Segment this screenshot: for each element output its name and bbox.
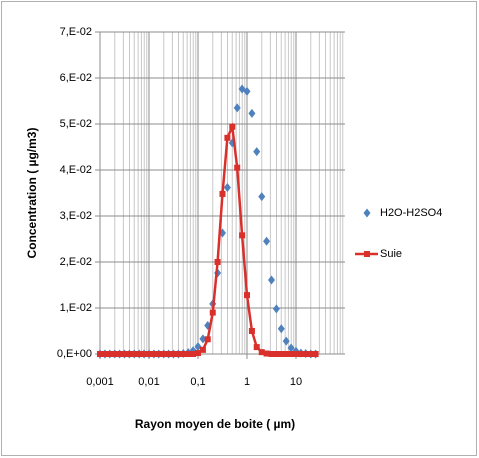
y-tick-label: 7,E-02: [60, 26, 92, 38]
square-marker: [146, 351, 152, 357]
y-tick-label: 5,E-02: [60, 118, 92, 130]
x-axis-title: Rayon moyen de boite ( µm): [135, 417, 295, 431]
diamond-marker: [253, 147, 261, 157]
y-tick-label: 2,E-02: [60, 256, 92, 268]
legend-label: Suie: [380, 248, 402, 260]
square-marker: [307, 351, 314, 357]
square-marker: [165, 351, 172, 357]
square-marker: [248, 328, 255, 334]
square-marker: [131, 351, 138, 357]
y-tick-label: 3,E-02: [60, 210, 92, 222]
square-marker: [180, 351, 187, 357]
square-marker: [170, 351, 177, 357]
square-marker: [273, 351, 280, 357]
square-marker: [175, 351, 182, 357]
square-marker: [278, 351, 285, 357]
square-marker: [141, 351, 148, 357]
square-marker: [244, 292, 250, 299]
square-marker: [195, 350, 201, 357]
y-tick-label: 0,E+00: [57, 348, 92, 360]
square-marker: [312, 351, 319, 357]
square-marker: [293, 351, 299, 357]
diamond-marker: [267, 275, 275, 285]
x-tick-label: 0,01: [138, 376, 159, 388]
square-marker: [302, 351, 309, 357]
diamond-marker: [194, 342, 202, 352]
y-tick-label: 6,E-02: [60, 72, 92, 84]
square-marker: [190, 351, 197, 357]
square-marker: [258, 349, 265, 356]
square-marker: [136, 351, 143, 357]
diamond-marker: [223, 182, 231, 192]
square-marker: [229, 123, 236, 130]
x-tick-label: 1: [244, 376, 250, 388]
square-marker: [101, 351, 108, 357]
diamond-marker: [243, 86, 251, 96]
square-marker: [185, 351, 192, 357]
square-marker: [214, 259, 221, 265]
diamond-marker: [233, 103, 241, 113]
square-marker: [209, 309, 216, 316]
x-tick-label: 0,001: [86, 376, 114, 388]
diamond-marker: [277, 324, 285, 334]
square-marker: [97, 351, 103, 357]
square-marker: [204, 336, 211, 343]
diamond-marker: [363, 208, 371, 218]
y-tick-label: 4,E-02: [60, 164, 92, 176]
square-marker: [219, 190, 226, 197]
square-marker: [111, 351, 118, 357]
diamond-marker: [263, 236, 271, 246]
square-marker: [239, 232, 246, 239]
square-marker: [288, 351, 295, 357]
x-tick-label: 10: [290, 376, 302, 388]
square-marker: [283, 351, 290, 357]
legend-label: H2O-H2SO4: [380, 207, 442, 219]
square-marker: [160, 351, 167, 357]
square-marker: [150, 351, 157, 357]
square-marker: [116, 351, 123, 357]
diamond-marker: [272, 304, 280, 314]
square-marker: [253, 344, 260, 351]
square-marker: [297, 351, 304, 357]
square-marker: [106, 351, 113, 357]
diamond-marker: [199, 334, 207, 344]
diamond-marker: [258, 192, 266, 202]
square-marker: [224, 134, 231, 141]
square-marker: [263, 350, 270, 357]
square-marker: [155, 351, 162, 357]
diamond-marker: [248, 108, 256, 118]
x-tick-label: 0,1: [190, 376, 205, 388]
diamond-marker: [287, 343, 295, 353]
square-marker: [199, 346, 206, 353]
square-marker: [126, 351, 133, 357]
square-marker: [268, 351, 275, 357]
square-marker: [364, 251, 370, 257]
y-tick-label: 1,E-02: [60, 302, 92, 314]
square-marker: [234, 164, 241, 171]
y-axis-title: Concentration ( µg/m3): [25, 128, 39, 259]
diamond-marker: [282, 336, 290, 346]
square-marker: [121, 351, 128, 357]
